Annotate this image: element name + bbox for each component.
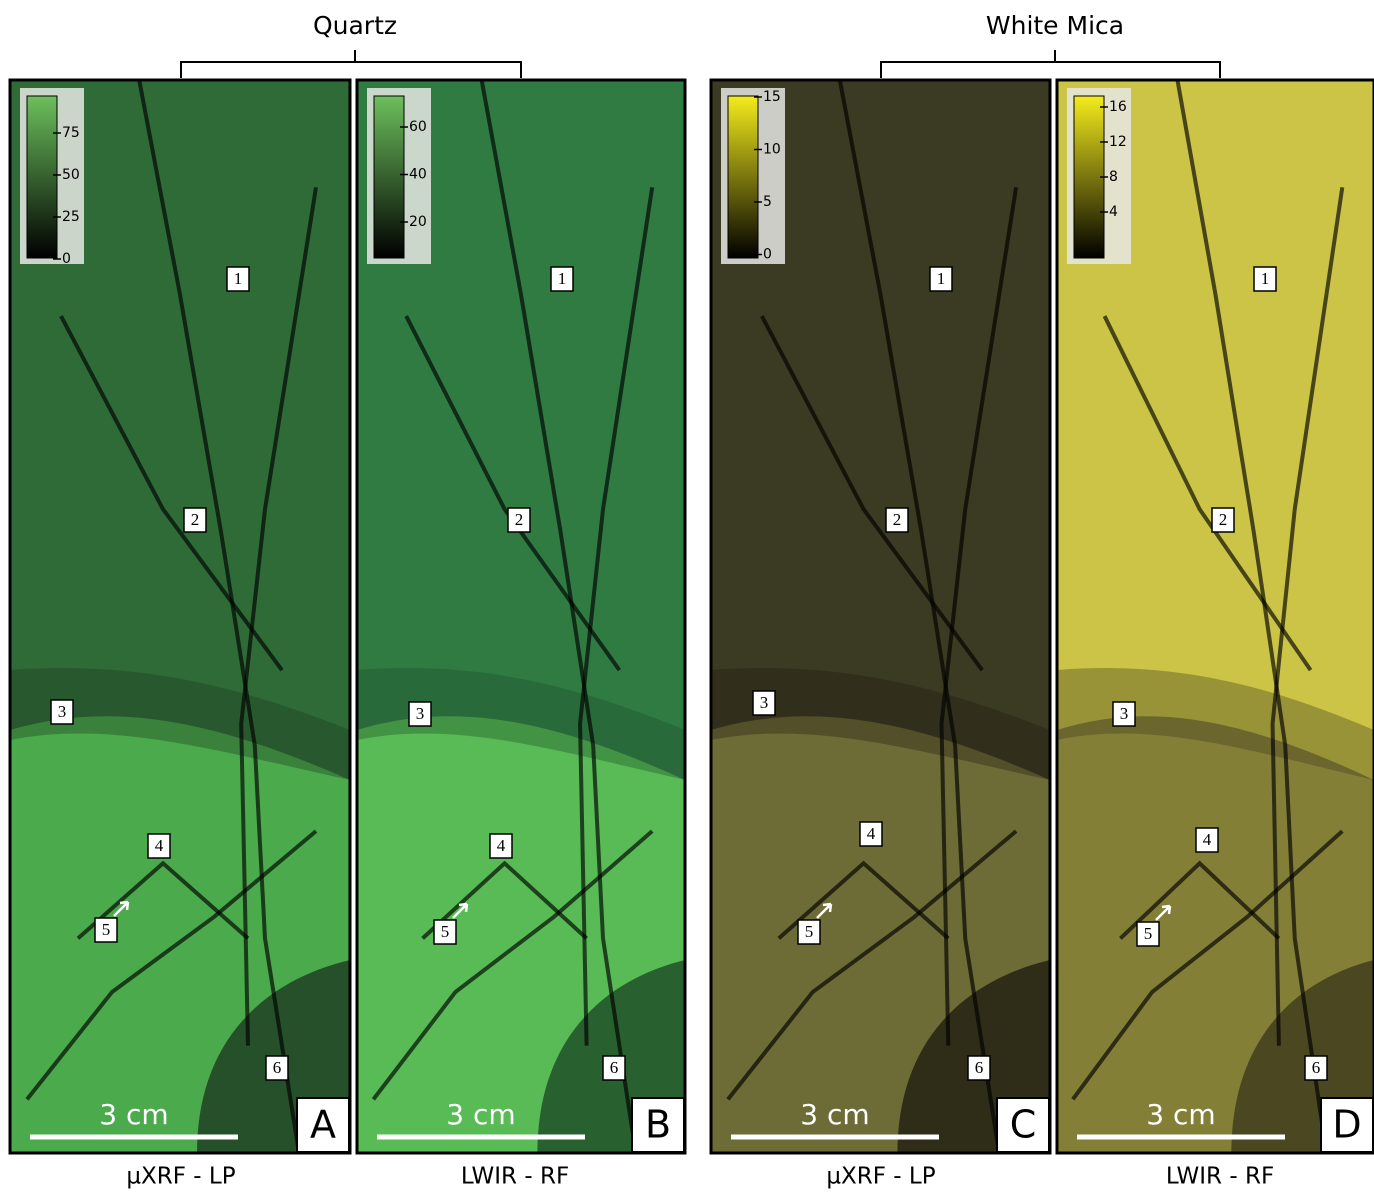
colorbar-tick-label: 5 (763, 194, 772, 210)
panel-letter: A (310, 1103, 336, 1147)
marker-label: 4 (155, 836, 164, 855)
marker-label: 5 (1144, 924, 1153, 943)
group-title: White Mica (986, 11, 1124, 40)
marker-label: 1 (558, 269, 567, 288)
marker-label: 2 (515, 510, 524, 529)
colorbar-tick-label: 0 (62, 251, 71, 267)
colorbar (374, 96, 404, 258)
marker-label: 1 (937, 269, 946, 288)
scale-bar-label: 3 cm (1146, 1098, 1215, 1131)
colorbar-tick-label: 50 (62, 167, 80, 183)
panel: 75 50 25 0 1 2 3 4 5 6 3 cm A (10, 80, 350, 1153)
marker-label: 5 (805, 922, 814, 941)
panel-letter: C (1010, 1103, 1037, 1147)
panel-letter: D (1332, 1103, 1361, 1147)
marker-label: 5 (102, 920, 111, 939)
panel-caption: µXRF - LP (826, 1164, 935, 1190)
marker-label: 2 (191, 510, 200, 529)
group-title: Quartz (313, 11, 397, 40)
scale-bar-label: 3 cm (800, 1098, 869, 1131)
marker-label: 3 (1120, 704, 1129, 723)
colorbar-tick-label: 75 (62, 125, 80, 141)
marker-label: 2 (893, 510, 902, 529)
colorbar (1074, 96, 1104, 258)
colorbar-tick-label: 25 (62, 209, 80, 225)
marker-label: 3 (760, 693, 769, 712)
panel-letter: B (645, 1103, 671, 1147)
marker-label: 4 (1203, 830, 1212, 849)
marker-label: 1 (234, 269, 243, 288)
marker-label: 6 (1312, 1058, 1321, 1077)
bracket (881, 50, 1220, 78)
bracket (181, 50, 521, 78)
colorbar-tick-label: 0 (763, 247, 772, 263)
colorbar (27, 96, 57, 258)
colorbar-tick-label: 40 (409, 167, 427, 183)
colorbar-tick-label: 16 (1109, 99, 1127, 115)
colorbar-tick-label: 20 (409, 214, 427, 230)
scale-bar-label: 3 cm (446, 1098, 515, 1131)
panel-caption: µXRF - LP (126, 1164, 235, 1190)
panel-caption: LWIR - RF (1166, 1164, 1274, 1190)
marker-label: 4 (497, 836, 506, 855)
marker-label: 5 (441, 922, 450, 941)
marker-label: 3 (58, 702, 67, 721)
marker-label: 6 (273, 1058, 282, 1077)
marker-label: 6 (610, 1058, 619, 1077)
marker-label: 4 (867, 824, 876, 843)
colorbar-tick-label: 4 (1109, 204, 1118, 220)
marker-label: 1 (1261, 269, 1270, 288)
figure: QuartzWhite Mica75502501234563 cmAµXRF -… (0, 0, 1374, 1193)
panel: 15 10 5 0 1 2 3 4 5 6 3 cm C (711, 80, 1050, 1153)
colorbar-tick-label: 10 (763, 142, 781, 158)
panel: 60 40 20 1 2 3 4 5 6 3 cm B (357, 80, 685, 1153)
colorbar-tick-label: 12 (1109, 134, 1127, 150)
marker-label: 2 (1219, 510, 1228, 529)
scale-bar-label: 3 cm (99, 1098, 168, 1131)
colorbar-tick-label: 60 (409, 119, 427, 135)
panel-caption: LWIR - RF (461, 1164, 569, 1190)
colorbar (728, 96, 758, 258)
colorbar-tick-label: 15 (763, 89, 781, 105)
marker-label: 6 (975, 1058, 984, 1077)
colorbar-tick-label: 8 (1109, 169, 1118, 185)
marker-label: 3 (416, 704, 425, 723)
